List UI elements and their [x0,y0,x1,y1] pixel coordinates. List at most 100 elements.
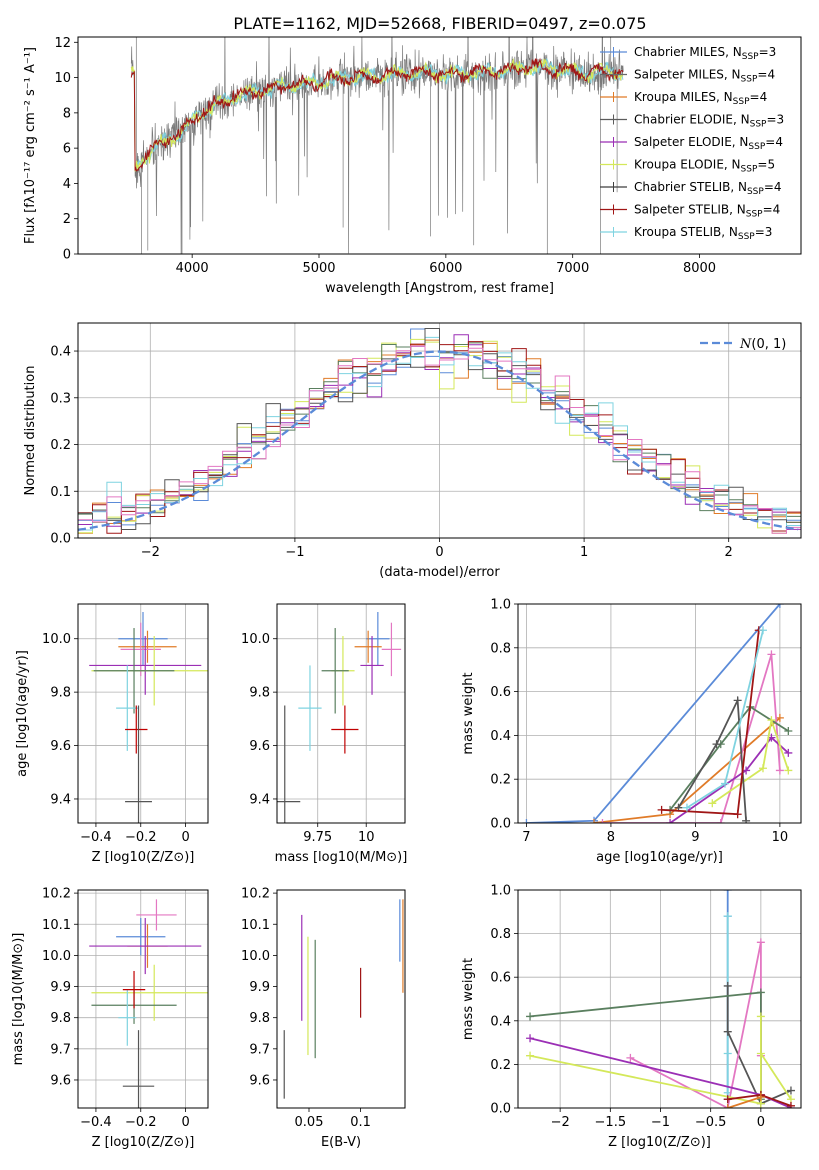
axes-frame [517,889,802,1109]
mass-weight-line-3 [726,985,792,1105]
y-tick-label: 0.0 [50,532,71,547]
plus-marker [756,1093,765,1102]
plus-marker [758,626,767,635]
y-tick-label: 0.3 [50,391,71,406]
y-tick-label: 9.6 [50,739,71,754]
plus-marker [756,1049,765,1058]
y-tick-label: 2 [63,212,71,227]
legend-count: =5 [757,158,775,172]
panel-age-vs-Z: −0.4 −0.2 0 9.4 9.6 9.8 10.0 Z [log10(Z/Z⊙)] age… [15,603,209,865]
x-axis-label: age [log10(age/yr)] [596,850,723,865]
axes-frame [77,36,802,255]
legend-count: =4 [764,180,782,194]
plus-marker [786,1086,795,1095]
x-tick-label: 9 [691,830,699,845]
x-tick-label: 0 [435,545,443,560]
legend-subscript: SSP [750,120,767,130]
plus-marker [522,819,531,823]
y-tick-label: 9.6 [249,739,270,754]
y-tick-label: 0.0 [490,1102,511,1117]
plus-marker [723,981,732,990]
mass-weight-line-7 [529,1016,792,1105]
y-tick-label: 0.8 [490,641,511,656]
legend-label-1: Chabrier MILES, NSSP=3 [634,45,776,62]
y-tick-label: 10.2 [42,887,71,902]
y-tick-label: 10.0 [241,632,270,647]
plus-marker [720,779,729,788]
legend-count: =4 [765,135,783,149]
y-tick-label: 9.4 [50,792,71,807]
plus-marker [767,716,776,725]
plus-marker [657,805,666,814]
y-tick-label: 1.0 [490,884,511,899]
plus-marker [756,1012,765,1021]
y-tick-label: 9.8 [50,1011,71,1026]
legend-subscript: SSP [747,187,764,197]
x-tick-label: 0.1 [350,1115,371,1130]
x-axis-label: Z [log10(Z/Z⊙)] [608,1135,711,1150]
y-tick-label: 0.4 [490,1014,511,1029]
x-tick-label: 0 [757,1115,765,1130]
y-tick-label: 0.6 [490,971,511,986]
axes-frame [276,889,406,1109]
x-tick-label: 9.75 [303,830,332,845]
y-tick-label: 9.6 [50,1073,71,1088]
x-tick-label: −2 [551,1115,570,1130]
legend-subscript: SSP [741,165,758,175]
x-tick-label: 6000 [429,261,462,276]
x-tick-label: 7000 [556,261,589,276]
plus-marker [723,1027,732,1036]
x-tick-label: −0.4 [80,1115,112,1130]
plus-marker [723,1095,732,1104]
plot-area [89,899,208,1108]
legend-subscript: SSP [733,97,750,107]
panel-spectrum: 4000 5000 6000 7000 8000 0 2 4 6 8 10 12 wavelength … [23,36,802,296]
legend-label-5: Salpeter ELODIE, NSSP=4 [634,135,783,152]
x-axis-label: wavelength [Angstrom, rest frame] [325,281,554,296]
plus-marker [723,1049,732,1058]
x-tick-label: −0.2 [125,1115,157,1130]
x-tick-label: 8 [607,830,615,845]
plus-marker [758,764,767,773]
y-tick-label: 9.9 [50,980,71,995]
y-tick-label: 9.6 [249,1073,270,1088]
y-tick-label: 0.6 [490,685,511,700]
legend-count: =3 [766,113,784,127]
y-tick-label: 0.4 [50,345,71,360]
plus-marker [786,1101,795,1108]
y-tick-label: 10.0 [42,949,71,964]
mass-weight-line-9 [727,1096,762,1108]
x-tick-label: 2 [725,545,733,560]
plus-marker [666,819,675,823]
plus-marker [756,988,765,997]
plus-marker [708,799,717,808]
y-axis-label: mass weight [461,958,476,1040]
legend-label-7: Chabrier STELIB, NSSP=4 [634,180,782,197]
legend-label-6: Kroupa ELODIE, NSSP=5 [634,158,775,175]
legend-label-4: Chabrier ELODIE, NSSP=3 [634,113,784,130]
plus-marker [784,766,793,775]
plus-marker [716,819,725,823]
y-tick-label: 9.8 [50,686,71,701]
y-tick-label: 10.0 [42,632,71,647]
plot-area [78,328,801,534]
plot-area [277,612,402,823]
x-tick-label: 0 [181,1115,189,1130]
x-tick-label: 1 [580,545,588,560]
y-axis-label: mass weight [461,672,476,754]
axes-frame [517,603,802,824]
y-tick-label: 10 [54,71,71,86]
panel-mass-vs-EBV: 0.05 0.1 9.6 9.7 9.8 9.9 10.0 10.1 10.2 E(B-V) [241,887,406,1150]
x-tick-label: −1 [285,545,304,560]
x-tick-label: 7 [522,830,530,845]
y-axis-label: mass [log10(M/M⊙)] [11,933,26,1066]
legend-label-2: Salpeter MILES, NSSP=4 [634,68,775,85]
plus-marker [775,713,784,722]
plus-marker [775,766,784,775]
normal-reference-curve [78,350,799,531]
legend-subscript: SSP [746,210,763,220]
x-tick-label: 4000 [176,261,209,276]
plot-area [526,890,795,1108]
y-tick-label: 12 [54,36,71,51]
model-fit-line [130,57,624,172]
